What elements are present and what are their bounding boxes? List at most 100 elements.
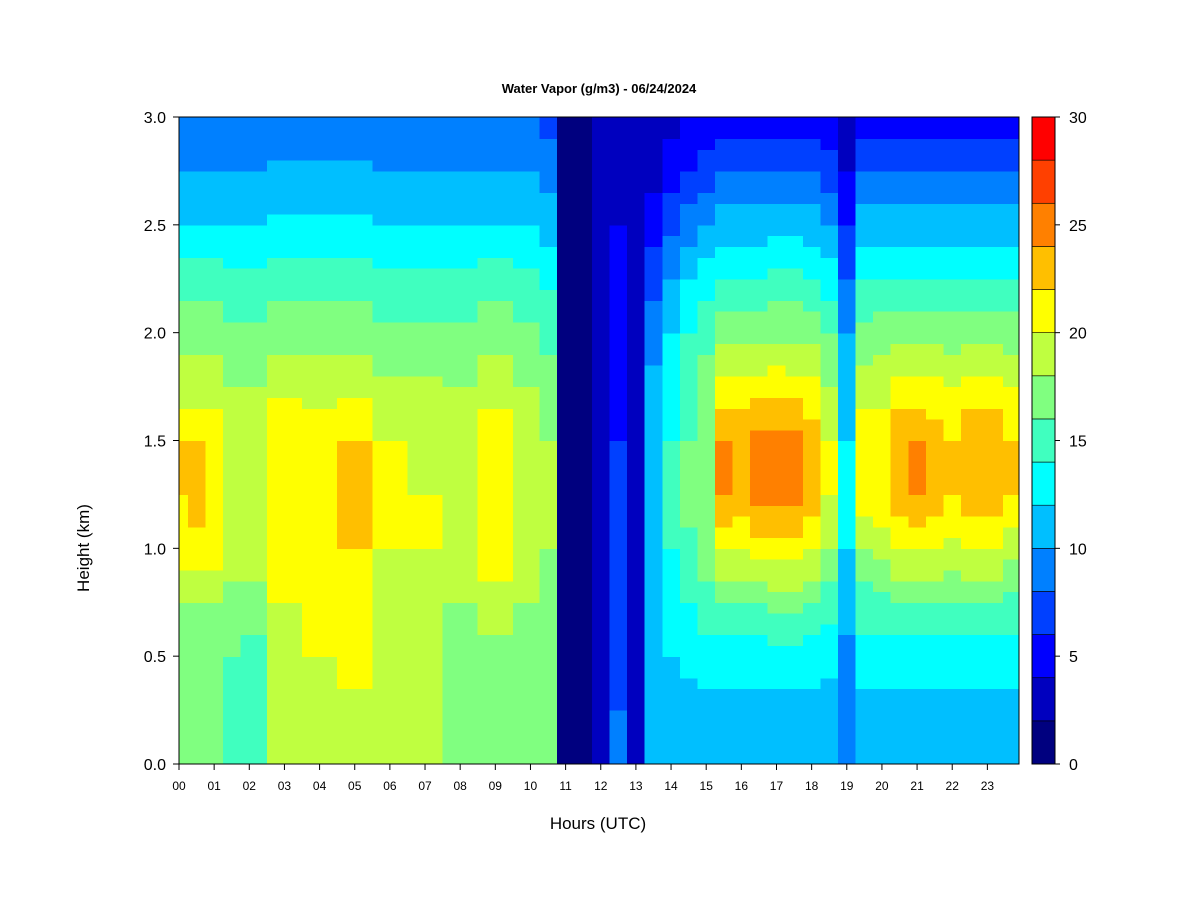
heatmap-cell xyxy=(978,656,1004,668)
heatmap-cell xyxy=(477,311,514,323)
heatmap-cell xyxy=(732,742,751,754)
heatmap-cell xyxy=(266,505,303,517)
heatmap-cell xyxy=(1003,731,1020,744)
heatmap-cell xyxy=(512,580,540,593)
heatmap-cell xyxy=(838,235,857,247)
heatmap-cell xyxy=(266,559,303,571)
heatmap-cell xyxy=(477,634,514,646)
heatmap-cell xyxy=(750,149,769,161)
heatmap-cell xyxy=(556,559,575,571)
heatmap-cell xyxy=(609,602,628,614)
heatmap-cell xyxy=(187,505,206,517)
heatmap-cell xyxy=(855,354,874,366)
heatmap-cell xyxy=(908,203,927,215)
heatmap-cell xyxy=(750,160,769,172)
heatmap-cell xyxy=(961,526,980,539)
heatmap-cell xyxy=(961,343,980,355)
heatmap-column xyxy=(337,117,373,765)
heatmap-cell xyxy=(785,332,804,345)
heatmap-cell xyxy=(908,160,927,172)
heatmap-cell xyxy=(802,483,822,496)
heatmap-cell xyxy=(908,451,927,463)
heatmap-cell xyxy=(732,720,751,733)
heatmap-cell xyxy=(943,354,962,366)
heatmap-cell xyxy=(767,354,786,366)
heatmap-cell xyxy=(556,613,575,625)
heatmap-cell xyxy=(908,494,927,506)
heatmap-cell xyxy=(732,515,751,528)
heatmap-column xyxy=(240,117,268,765)
heatmap-cell xyxy=(855,753,874,765)
heatmap-cell xyxy=(609,224,628,237)
heatmap-cell xyxy=(662,354,681,366)
heatmap-cell xyxy=(820,494,839,506)
heatmap-cell xyxy=(873,332,892,345)
heatmap-cell xyxy=(407,160,444,172)
heatmap-cell xyxy=(240,386,268,398)
heatmap-cell xyxy=(978,170,1004,183)
heatmap-cell xyxy=(961,753,980,765)
heatmap-cell xyxy=(679,537,699,549)
heatmap-cell xyxy=(961,537,980,549)
heatmap-cell xyxy=(609,569,628,582)
heatmap-cell xyxy=(802,731,822,744)
heatmap-cell xyxy=(477,408,514,420)
heatmap-cell xyxy=(222,246,242,258)
heatmap-cell xyxy=(908,537,927,549)
heatmap-cell xyxy=(240,753,268,765)
heatmap-cell xyxy=(838,720,857,733)
heatmap-cell xyxy=(609,688,628,700)
heatmap-cell xyxy=(644,731,663,744)
heatmap-cell xyxy=(627,160,646,172)
heatmap-cell xyxy=(240,311,268,323)
heatmap-cell xyxy=(407,300,444,312)
heatmap-cell xyxy=(302,149,338,161)
heatmap-cell xyxy=(266,494,303,506)
heatmap-cell xyxy=(820,267,839,280)
heatmap-cell xyxy=(302,569,338,582)
heatmap-cell xyxy=(337,602,373,614)
heatmap-cell xyxy=(556,224,575,237)
heatmap-cell xyxy=(266,224,303,237)
heatmap-cell xyxy=(609,289,628,301)
heatmap-cell xyxy=(873,343,892,355)
heatmap-cell xyxy=(679,246,699,258)
heatmap-cell xyxy=(838,224,857,237)
heatmap-cell xyxy=(179,267,189,280)
heatmap-cell xyxy=(407,181,444,194)
heatmap-cell xyxy=(785,591,804,603)
heatmap-cell xyxy=(714,720,734,733)
heatmap-cell xyxy=(943,677,962,690)
heatmap-cell xyxy=(820,537,839,549)
heatmap-cell xyxy=(372,580,409,593)
heatmap-cell xyxy=(714,494,734,506)
heatmap-cell xyxy=(662,483,681,496)
heatmap-cell xyxy=(1003,753,1020,765)
heatmap-cell xyxy=(240,224,268,237)
heatmap-cell xyxy=(732,731,751,744)
heatmap-cell xyxy=(943,192,962,204)
heatmap-cell xyxy=(785,526,804,539)
heatmap-cell xyxy=(574,699,593,711)
heatmap-cell xyxy=(679,235,699,247)
heatmap-cell xyxy=(873,246,892,258)
heatmap-cell xyxy=(750,472,769,485)
heatmap-cell xyxy=(1003,192,1020,204)
heatmap-cell xyxy=(1003,181,1020,194)
heatmap-cell xyxy=(222,203,242,215)
heatmap-cell xyxy=(627,472,646,485)
heatmap-cell xyxy=(802,246,822,258)
heatmap-cell xyxy=(187,645,206,657)
heatmap-cell xyxy=(372,429,409,442)
heatmap-cell xyxy=(662,505,681,517)
heatmap-cell xyxy=(802,375,822,388)
heatmap-cell xyxy=(890,559,909,571)
heatmap-cell xyxy=(908,386,927,398)
heatmap-cell xyxy=(925,214,945,226)
heatmap-cell xyxy=(925,117,945,129)
heatmap-cell xyxy=(820,462,839,474)
heatmap-cell xyxy=(820,515,839,528)
heatmap-cell xyxy=(442,688,479,700)
heatmap-cell xyxy=(925,246,945,258)
heatmap-cell xyxy=(820,203,839,215)
